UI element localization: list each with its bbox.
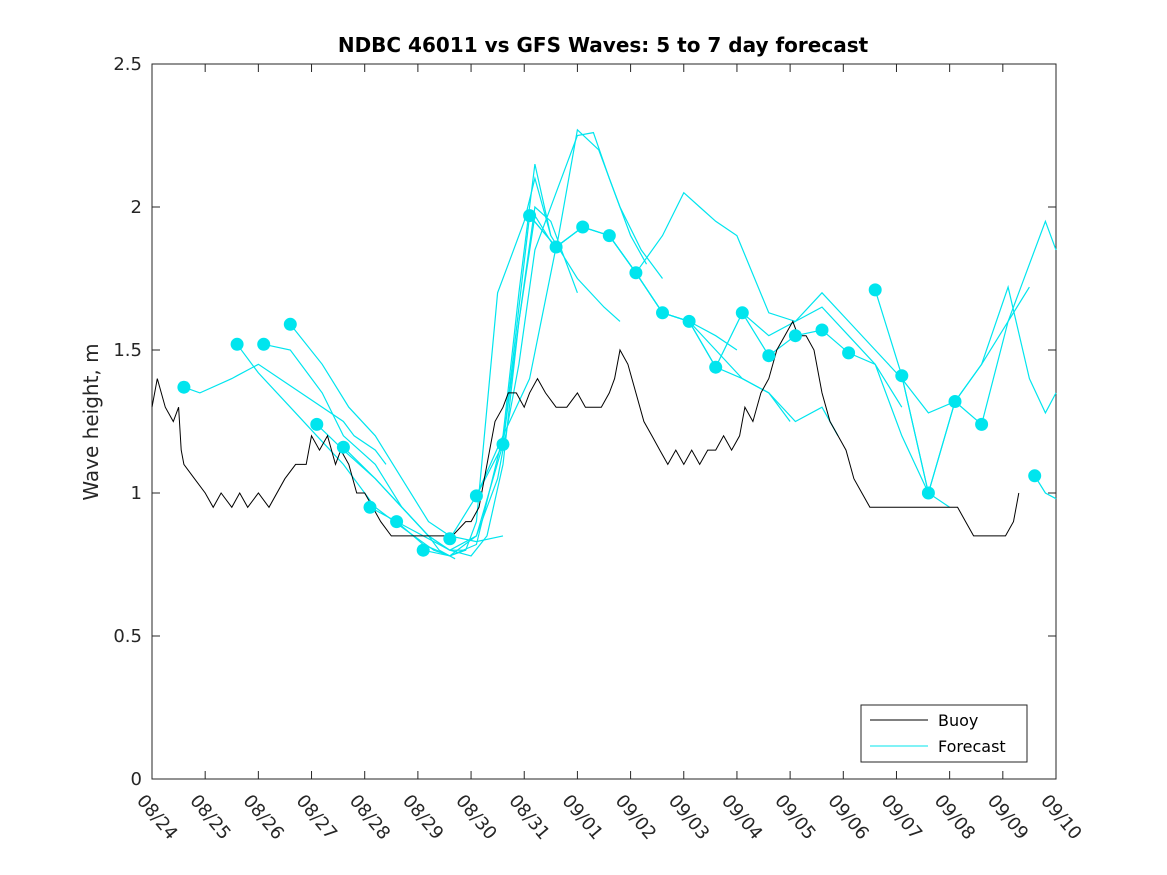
forecast-run-line-2 xyxy=(263,343,456,560)
forecast-run-line-0 xyxy=(183,363,387,465)
forecast-point-6 xyxy=(363,500,377,514)
forecast-run-line-8 xyxy=(423,128,663,557)
chart-title: NDBC 46011 vs GFS Waves: 5 to 7 day fore… xyxy=(338,33,869,57)
forecast-point-28 xyxy=(948,395,962,408)
buoy-series-line xyxy=(151,320,1020,537)
forecast-point-18 xyxy=(682,314,696,328)
forecast-point-16 xyxy=(629,266,643,280)
legend-buoy-label: Buoy xyxy=(938,711,978,730)
forecast-point-24 xyxy=(842,346,856,360)
forecast-point-19 xyxy=(709,360,723,374)
legend-forecast-label: Forecast xyxy=(938,737,1006,756)
forecast-run-line-6 xyxy=(369,163,621,557)
forecast-point-5 xyxy=(336,440,350,454)
forecast-point-12 xyxy=(523,209,537,223)
forecast-point-21 xyxy=(762,349,776,363)
forecast-point-11 xyxy=(496,437,510,451)
forecast-point-10 xyxy=(469,489,483,503)
y-tick-label-5: 2.5 xyxy=(113,54,142,75)
forecast-point-27 xyxy=(921,486,935,500)
forecast-point-26 xyxy=(895,369,909,383)
forecast-run-line-17 xyxy=(1034,475,1057,500)
forecast-run-line-3 xyxy=(289,323,504,543)
forecast-run-line-16 xyxy=(901,284,1057,496)
forecast-point-15 xyxy=(602,229,616,243)
y-tick-label-4: 2 xyxy=(131,197,142,218)
forecast-point-17 xyxy=(656,306,669,320)
y-tick-label-3: 1.5 xyxy=(113,340,142,361)
marker-layer xyxy=(177,209,1042,557)
forecast-run-line-5 xyxy=(342,205,578,557)
forecast-point-25 xyxy=(868,283,882,297)
forecast-point-29 xyxy=(975,417,989,431)
forecast-point-13 xyxy=(549,240,563,254)
plot-area xyxy=(151,63,1057,780)
forecast-point-0 xyxy=(177,380,191,394)
forecast-point-2 xyxy=(257,337,271,351)
forecast-point-9 xyxy=(443,532,457,546)
forecast-point-22 xyxy=(788,329,802,343)
legend: Buoy Forecast xyxy=(860,704,1028,763)
forecast-point-4 xyxy=(310,417,324,431)
forecast-point-14 xyxy=(576,220,590,234)
forecast-point-30 xyxy=(1028,469,1042,483)
forecast-run-line-13 xyxy=(635,191,950,508)
forecast-point-7 xyxy=(390,515,404,529)
forecast-point-1 xyxy=(230,337,244,351)
y-tick-label-2: 1 xyxy=(131,483,142,504)
forecast-point-3 xyxy=(283,317,297,331)
forecast-point-8 xyxy=(416,543,430,557)
y-tick-label-1: 0.5 xyxy=(113,626,142,647)
forecast-point-23 xyxy=(815,323,829,337)
y-tick-label-0: 0 xyxy=(131,769,142,790)
forecast-point-20 xyxy=(735,306,749,320)
legend-box xyxy=(860,704,1028,763)
y-axis-label: Wave height, m xyxy=(79,343,103,500)
